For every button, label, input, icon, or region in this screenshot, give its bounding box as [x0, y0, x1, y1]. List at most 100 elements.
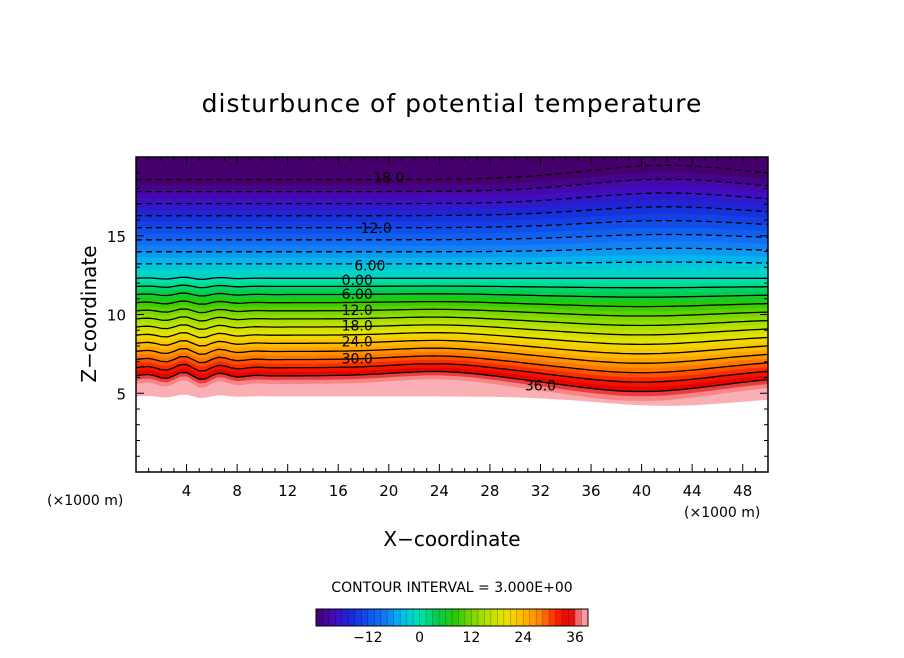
colorbar-swatch [426, 609, 433, 626]
colorbar-swatch [523, 609, 531, 626]
x-tick-label: 4 [182, 482, 192, 500]
colorbar-swatch [439, 609, 446, 626]
contour-line [136, 324, 768, 336]
contour-line [136, 308, 768, 317]
contour-label: 30.0 [342, 352, 373, 368]
colorbar-swatch [348, 609, 356, 626]
colorbar-swatch [452, 609, 459, 626]
contour-line [136, 261, 768, 265]
colorbar-swatch [432, 609, 440, 626]
contour-lines [136, 164, 768, 393]
x-tick-label: 36 [581, 482, 600, 500]
colorbar-swatch [400, 609, 407, 626]
contour-label: 24.0 [342, 334, 373, 350]
contour-label: 18.0 [342, 319, 373, 335]
colorbar-swatch [316, 609, 323, 626]
colorbar-swatch [477, 609, 485, 626]
contour-label: 0.00 [342, 273, 373, 289]
colorbar-swatch [445, 609, 453, 626]
contour-interval-text: CONTOUR INTERVAL = 3.000E+00 [331, 580, 572, 596]
colorbar [315, 608, 589, 627]
contour-line [136, 164, 768, 181]
terrain-blank [136, 394, 768, 472]
x-axis-label: X−coordinate [383, 527, 520, 551]
colorbar-swatch [387, 609, 395, 626]
contour-label: 6.00 [342, 287, 373, 303]
contour-label: 12.0 [342, 303, 373, 319]
contour-line [136, 300, 768, 308]
colorbar-swatch [367, 609, 375, 626]
contour-label: 12.0 [361, 221, 392, 237]
colorbar-swatch [354, 609, 362, 626]
contour-line [136, 219, 768, 229]
x-tick-label: 20 [379, 482, 398, 500]
colorbar-swatch [471, 609, 479, 626]
colorbar-swatch [419, 609, 427, 626]
colorbar-swatch [322, 609, 330, 626]
contour-line [136, 316, 768, 327]
x-tick-label: 32 [531, 482, 550, 500]
colorbar-swatch [374, 609, 382, 626]
colorbar-swatch [406, 609, 414, 626]
colorbar-swatch [581, 609, 589, 626]
y-axis-ticks: 5 10 15 [107, 172, 768, 457]
x-tick-label: 28 [480, 482, 499, 500]
chart-title: disturbunce of potential temperature [202, 89, 703, 118]
colorbar-swatch [562, 609, 569, 626]
colorbar-swatch [516, 609, 524, 626]
contour-line [136, 331, 768, 346]
contour-line [136, 370, 768, 393]
x-tick-label: 16 [329, 482, 348, 500]
x-axis-unit: (×1000 m) [684, 505, 760, 521]
contour-line [136, 192, 768, 205]
colorbar-swatch [458, 609, 466, 626]
contour-line [136, 233, 768, 241]
colorbar-swatch [503, 609, 511, 626]
colorbar-swatch [575, 609, 582, 626]
colorbar-swatch [484, 609, 492, 626]
colorbar-swatch [413, 609, 420, 626]
contour-line [136, 355, 768, 374]
contour-label: 6.00 [354, 259, 385, 275]
colorbar-swatch [542, 609, 550, 626]
y-axis-unit: (×1000 m) [47, 493, 123, 509]
colorbar-swatch [549, 609, 556, 626]
x-axis-ticks: 4 8 12 16 20 24 28 32 36 40 44 48 [148, 157, 756, 500]
colorbar-frame [315, 608, 589, 627]
y-tick-label: 10 [107, 307, 126, 325]
colorbar-swatch [380, 609, 388, 626]
colorbar-swatch [510, 609, 518, 626]
colorbar-tick-label: −12 [353, 630, 383, 646]
colorbar-swatch [393, 609, 401, 626]
contour-line [136, 339, 768, 355]
colorbar-swatch [529, 609, 537, 626]
x-tick-label: 44 [683, 482, 702, 500]
contour-line [136, 276, 768, 280]
contour-line [136, 347, 768, 364]
contour-label: 18.0 [373, 170, 404, 186]
x-tick-label: 8 [232, 482, 242, 500]
colorbar-swatch [328, 609, 336, 626]
x-tick-label: 24 [430, 482, 449, 500]
colorbar-tick-label: 12 [463, 630, 481, 646]
heatmap-fill [136, 157, 768, 472]
contour-line [136, 284, 768, 289]
contour-line [136, 292, 768, 298]
x-tick-label: 48 [733, 482, 752, 500]
contour-label: 36.0 [525, 378, 556, 394]
colorbar-swatch [490, 609, 498, 626]
contour-line [136, 247, 768, 253]
colorbar-swatch [335, 609, 343, 626]
y-tick-label: 15 [107, 228, 126, 246]
colorbar-swatch [361, 609, 369, 626]
colorbar-swatch [464, 609, 472, 626]
contour-line [136, 206, 768, 217]
contour-line [136, 363, 768, 383]
colorbar-swatch [341, 609, 349, 626]
colorbar-swatch [568, 609, 576, 626]
colorbar-tick-label: 24 [514, 630, 532, 646]
y-tick-label: 5 [116, 385, 126, 403]
colorbar-swatch [497, 609, 505, 626]
